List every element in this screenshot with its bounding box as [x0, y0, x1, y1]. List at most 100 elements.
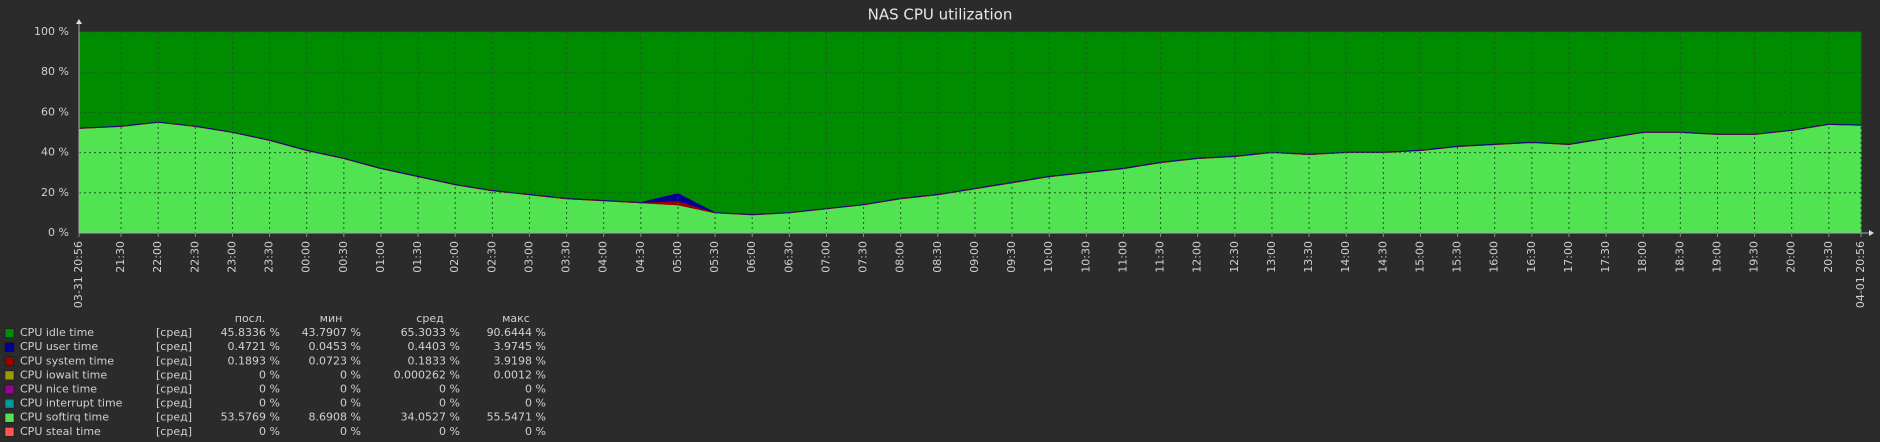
x-tick-label: 03:00	[522, 241, 535, 273]
x-tick-label: 08:30	[931, 241, 944, 273]
x-tick-label: 11:30	[1154, 241, 1167, 273]
legend-label: CPU nice time	[20, 383, 97, 396]
axis-arrow	[76, 19, 82, 24]
x-tick-label: 19:30	[1748, 241, 1761, 273]
legend-swatch	[4, 384, 15, 395]
legend-stat: 34.0527 %	[401, 411, 460, 424]
x-tick-label: 03-31 20:56	[72, 241, 85, 308]
legend-stat: 0 %	[259, 425, 280, 438]
legend-stat: 0 %	[439, 383, 460, 396]
legend-swatch	[4, 342, 15, 352]
x-tick-label: 02:00	[448, 241, 461, 273]
x-tick-label: 19:00	[1710, 241, 1723, 273]
legend-stat: 0.1893 %	[228, 354, 280, 367]
legend-function: [сред]	[156, 383, 192, 396]
x-tick-label: 22:30	[188, 241, 201, 273]
x-tick-label: 00:30	[337, 241, 350, 273]
x-tick-label: 12:00	[1191, 241, 1204, 273]
legend-stat: 0 %	[340, 383, 361, 396]
legend-label: CPU softirq time	[20, 411, 109, 424]
legend-stat: 0 %	[525, 383, 546, 396]
legend-label: CPU iowait time	[20, 368, 107, 381]
legend-function: [сред]	[156, 326, 192, 339]
legend-stat: 0 %	[259, 368, 280, 381]
x-tick-label: 15:30	[1451, 241, 1464, 273]
axis-arrow	[1869, 230, 1874, 236]
legend-function: [сред]	[156, 368, 192, 381]
legend-stat: 0.0453 %	[309, 340, 361, 353]
x-tick-label: 05:30	[708, 241, 721, 273]
legend-swatch	[4, 427, 15, 437]
x-tick-label: 08:00	[894, 241, 907, 273]
legend-stat: 0.000262 %	[394, 368, 460, 381]
x-tick-label: 13:00	[1265, 241, 1278, 273]
legend-stat: 3.9198 %	[494, 354, 546, 367]
legend-stat: 0 %	[259, 383, 280, 396]
legend-swatch	[4, 370, 15, 381]
x-tick-label: 04:30	[634, 241, 647, 273]
x-tick-label: 01:00	[374, 241, 387, 273]
x-tick-label: 07:00	[819, 241, 832, 273]
x-tick-label: 15:00	[1413, 241, 1426, 273]
x-tick-label: 01:30	[411, 241, 424, 273]
legend-header: мин	[320, 312, 343, 325]
x-tick-label: 10:00	[1042, 241, 1055, 273]
legend-function: [сред]	[156, 411, 192, 424]
legend-label: CPU steal time	[20, 425, 101, 438]
x-tick-label: 17:00	[1562, 241, 1575, 273]
legend-function: [сред]	[156, 354, 192, 367]
legend-swatch	[4, 356, 15, 367]
legend-stat: 0.4721 %	[228, 340, 280, 353]
x-tick-label: 17:30	[1599, 241, 1612, 273]
x-tick-label: 16:00	[1488, 241, 1501, 273]
legend-stat: 0 %	[439, 425, 460, 438]
legend-label: CPU interrupt time	[20, 397, 123, 410]
y-tick-label: 60 %	[41, 105, 69, 118]
legend-stat: 0.0723 %	[309, 354, 361, 367]
legend-stat: 0 %	[525, 397, 546, 410]
legend-label: CPU user time	[20, 340, 98, 353]
x-tick-label: 13:30	[1302, 241, 1315, 273]
legend-stat: 53.5769 %	[221, 411, 280, 424]
legend-stat: 0 %	[340, 368, 361, 381]
legend-swatch	[4, 328, 15, 338]
x-tick-label: 18:30	[1673, 241, 1686, 273]
x-tick-label: 09:30	[1005, 241, 1018, 273]
y-tick-label: 100 %	[34, 25, 69, 38]
x-tick-label: 21:30	[114, 241, 127, 273]
x-tick-label: 14:30	[1376, 241, 1389, 273]
legend-stat: 45.8336 %	[221, 326, 280, 339]
x-tick-label: 06:00	[745, 241, 758, 273]
x-tick-label: 11:00	[1116, 241, 1129, 273]
legend-header: макс	[502, 312, 530, 325]
x-tick-label: 16:30	[1525, 241, 1538, 273]
x-tick-label: 05:00	[671, 241, 684, 273]
y-tick-label: 80 %	[41, 65, 69, 78]
x-tick-label: 22:00	[151, 241, 164, 273]
legend-stat: 0.0012 %	[494, 368, 546, 381]
x-tick-label: 23:30	[263, 241, 276, 273]
legend-swatch	[4, 412, 15, 423]
legend-stat: 0 %	[439, 397, 460, 410]
y-tick-label: 0 %	[48, 226, 69, 239]
legend-stat: 0 %	[259, 397, 280, 410]
legend-stat: 0 %	[525, 425, 546, 438]
x-tick-label: 04:00	[597, 241, 610, 273]
legend-stat: 3.9745 %	[494, 340, 546, 353]
x-tick-label: 04-01 20:56	[1854, 241, 1867, 308]
legend-function: [сред]	[156, 425, 192, 438]
legend-stat: 8.6908 %	[309, 411, 361, 424]
x-tick-label: 23:00	[225, 241, 238, 273]
legend-stat: 0.4403 %	[408, 340, 460, 353]
x-tick-label: 18:00	[1636, 241, 1649, 273]
legend-stat: 0.1833 %	[408, 354, 460, 367]
legend-stat: 0 %	[340, 425, 361, 438]
y-tick-label: 20 %	[41, 186, 69, 199]
legend-stat: 90.6444 %	[487, 326, 546, 339]
x-tick-label: 07:30	[857, 241, 870, 273]
legend-header: посл.	[235, 312, 266, 325]
x-tick-label: 14:00	[1339, 241, 1352, 273]
legend-function: [сред]	[156, 397, 192, 410]
x-tick-label: 12:30	[1228, 241, 1241, 273]
